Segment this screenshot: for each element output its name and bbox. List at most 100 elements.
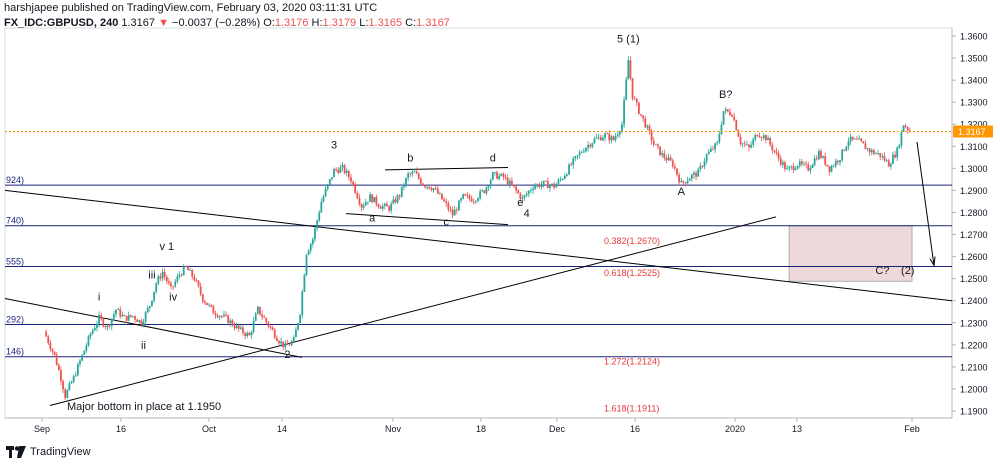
candle-body[interactable] xyxy=(123,315,126,317)
candle-body[interactable] xyxy=(248,332,251,336)
candle-body[interactable] xyxy=(731,114,733,117)
candle-body[interactable] xyxy=(883,156,886,161)
candle-body[interactable] xyxy=(178,274,181,277)
symbol-label[interactable]: FX_IDC:GBPUSD, 240 xyxy=(4,17,119,29)
candle-body[interactable] xyxy=(504,177,507,178)
candle-body[interactable] xyxy=(254,313,257,321)
candle-body[interactable] xyxy=(845,146,848,151)
candle-body[interactable] xyxy=(144,312,147,322)
candle-body[interactable] xyxy=(555,183,558,188)
candle-body[interactable] xyxy=(889,163,892,167)
candle-body[interactable] xyxy=(809,168,812,171)
candle-body[interactable] xyxy=(771,144,774,151)
candle-body[interactable] xyxy=(546,180,549,189)
candle-body[interactable] xyxy=(606,133,609,135)
candle-body[interactable] xyxy=(743,143,746,145)
candle-body[interactable] xyxy=(487,186,490,188)
candle-body[interactable] xyxy=(803,163,805,165)
candle-body[interactable] xyxy=(282,341,285,348)
candle-body[interactable] xyxy=(470,198,473,202)
candle-body[interactable] xyxy=(206,302,208,305)
candle-body[interactable] xyxy=(824,156,827,165)
candle-body[interactable] xyxy=(540,184,543,187)
candle-body[interactable] xyxy=(45,331,48,337)
candle-body[interactable] xyxy=(398,195,401,197)
candle-body[interactable] xyxy=(582,151,585,153)
candle-body[interactable] xyxy=(142,321,145,326)
candle-body[interactable] xyxy=(801,161,803,164)
candle-body[interactable] xyxy=(637,102,640,115)
candle-body[interactable] xyxy=(239,327,242,329)
candle-body[interactable] xyxy=(538,184,541,187)
candle-body[interactable] xyxy=(714,143,717,150)
candle-body[interactable] xyxy=(676,168,678,175)
candle-body[interactable] xyxy=(813,158,816,165)
candle-body[interactable] xyxy=(335,168,338,171)
candle-body[interactable] xyxy=(572,158,575,165)
candle-body[interactable] xyxy=(472,201,475,203)
candle-body[interactable] xyxy=(347,171,350,178)
candle-body[interactable] xyxy=(225,314,227,316)
candle-body[interactable] xyxy=(210,304,213,307)
candle-body[interactable] xyxy=(136,319,139,323)
candle-body[interactable] xyxy=(566,174,568,176)
candle-body[interactable] xyxy=(220,316,223,317)
candle-body[interactable] xyxy=(817,151,820,160)
candle-body[interactable] xyxy=(589,144,592,147)
candle-body[interactable] xyxy=(155,283,158,292)
candle-body[interactable] xyxy=(851,136,854,140)
candle-body[interactable] xyxy=(407,173,410,179)
candle-body[interactable] xyxy=(762,135,765,139)
candle-body[interactable] xyxy=(119,308,122,317)
candle-body[interactable] xyxy=(669,157,672,161)
candle-body[interactable] xyxy=(718,134,721,143)
candle-body[interactable] xyxy=(328,179,331,185)
candle-body[interactable] xyxy=(699,165,702,170)
candle-body[interactable] xyxy=(767,137,769,141)
candle-body[interactable] xyxy=(352,181,354,185)
candle-body[interactable] xyxy=(288,344,291,346)
candle-body[interactable] xyxy=(318,212,321,221)
candle-body[interactable] xyxy=(458,200,460,211)
candle-body[interactable] xyxy=(790,166,793,168)
candle-body[interactable] xyxy=(360,204,363,208)
candle-body[interactable] xyxy=(79,360,81,365)
candle-body[interactable] xyxy=(341,165,344,168)
candle-body[interactable] xyxy=(896,147,899,158)
candle-body[interactable] xyxy=(191,269,194,277)
candle-body[interactable] xyxy=(98,315,100,324)
candle-body[interactable] xyxy=(278,340,280,344)
candle-body[interactable] xyxy=(320,201,323,213)
candle-body[interactable] xyxy=(709,148,712,152)
candle-body[interactable] xyxy=(887,160,890,167)
candle-body[interactable] xyxy=(807,164,810,171)
candle-body[interactable] xyxy=(593,138,596,144)
candle-body[interactable] xyxy=(66,389,69,398)
candle-body[interactable] xyxy=(733,116,736,121)
candle-body[interactable] xyxy=(68,383,71,390)
candle-body[interactable] xyxy=(879,153,882,157)
candle-body[interactable] xyxy=(324,189,327,197)
candle-body[interactable] xyxy=(618,131,621,135)
candle-body[interactable] xyxy=(189,269,191,271)
candle-body[interactable] xyxy=(898,145,901,148)
candle-body[interactable] xyxy=(451,209,454,216)
candle-body[interactable] xyxy=(862,141,865,144)
candle-body[interactable] xyxy=(515,186,518,191)
candle-body[interactable] xyxy=(652,140,655,145)
candle-body[interactable] xyxy=(646,125,649,128)
candle-body[interactable] xyxy=(466,195,469,197)
candle-body[interactable] xyxy=(362,205,365,208)
candle-body[interactable] xyxy=(138,320,141,323)
candle-body[interactable] xyxy=(405,178,407,187)
candle-body[interactable] xyxy=(811,164,814,169)
candle-body[interactable] xyxy=(519,193,522,200)
candle-body[interactable] xyxy=(665,157,668,161)
candle-body[interactable] xyxy=(688,178,691,181)
candle-body[interactable] xyxy=(502,173,505,178)
candle-body[interactable] xyxy=(530,190,532,191)
candle-body[interactable] xyxy=(525,193,528,196)
candle-body[interactable] xyxy=(527,190,530,194)
candle-body[interactable] xyxy=(631,78,634,99)
candle-body[interactable] xyxy=(394,199,397,203)
